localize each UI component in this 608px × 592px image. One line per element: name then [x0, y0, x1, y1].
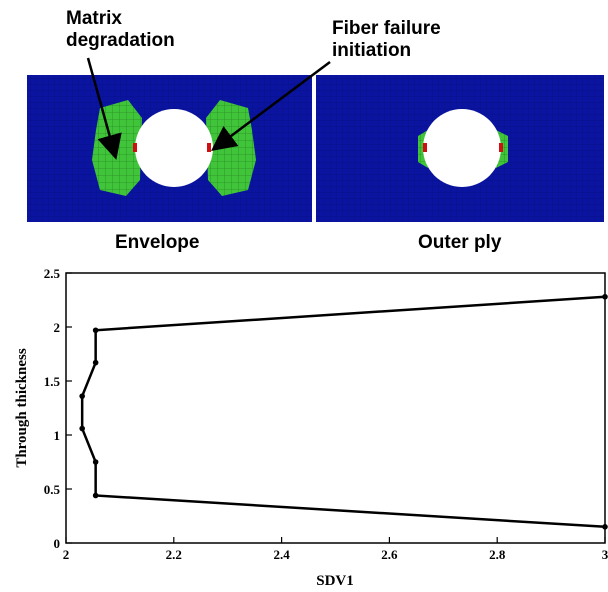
page: SDV1 Through thickness 0 0.5 1 1.5 2 2.5 2 2.2 2…	[0, 0, 608, 592]
point	[93, 459, 99, 465]
x-tick-label: 2	[63, 547, 70, 562]
envelope-image	[27, 75, 312, 222]
point	[602, 294, 608, 300]
point	[79, 426, 85, 432]
figure: SDV1 Through thickness 0 0.5 1 1.5 2 2.5 2 2.2 2…	[0, 0, 608, 592]
point	[602, 524, 608, 530]
point	[93, 327, 99, 333]
y-axis-label: Through thickness	[14, 348, 30, 468]
point	[79, 393, 85, 399]
y-tick-label: 1.5	[44, 374, 61, 389]
panel-label: Outer ply	[418, 232, 501, 254]
x-tick-label: 3	[602, 547, 608, 562]
point	[93, 360, 99, 366]
annotation: Matrix degradation	[66, 8, 206, 52]
point	[93, 493, 99, 499]
y-tick-label: 2.5	[44, 266, 61, 281]
y-tick-label: 0.5	[44, 482, 61, 497]
x-tick-label: 2.6	[381, 547, 398, 562]
x-axis-label: SDV1	[316, 573, 354, 589]
x-tick-label: 2.2	[166, 547, 182, 562]
y-tick-label: 1	[54, 428, 61, 443]
line	[82, 297, 605, 527]
outer-ply-image	[316, 75, 604, 222]
x-tick-label: 2.4	[273, 547, 290, 562]
y-tick-label: 2	[54, 320, 61, 335]
panel-label: Envelope	[115, 232, 199, 254]
y-tick-label: 0	[54, 536, 61, 551]
annotation: Fiber failure initiation	[332, 18, 482, 62]
x-tick-label: 2.8	[489, 547, 506, 562]
